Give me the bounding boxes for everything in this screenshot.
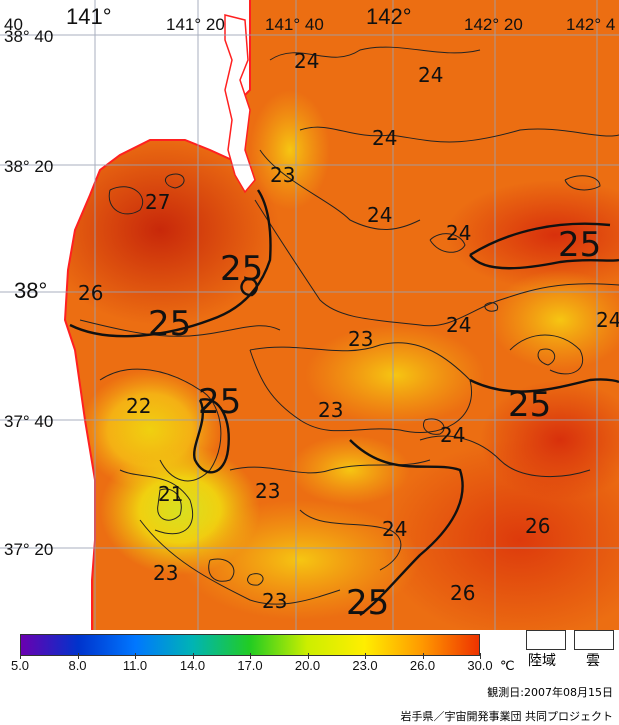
lon-label: 142° 4 [566, 15, 615, 34]
contour-label: 24 [418, 63, 443, 87]
land-key-label: 陸域 [528, 653, 556, 669]
lat-label: 37° 20 [4, 540, 53, 559]
contour-label: 25 [148, 304, 191, 344]
contour-label: 27 [145, 190, 170, 214]
colorbar-tick-label: 30.0 [467, 658, 493, 673]
land-mainland [0, 0, 250, 630]
colorbar-tick [365, 653, 366, 659]
contour-label: 25 [508, 385, 551, 425]
contour-label: 25 [346, 583, 389, 623]
colorbar-tick [422, 653, 424, 659]
land-key-swatch [526, 630, 566, 650]
colorbar-tick-label: 17.0 [237, 658, 263, 673]
lon-label: 142° 20 [464, 15, 523, 34]
colorbar-tick [307, 653, 309, 659]
colorbar-tick-label: 8.0 [68, 658, 87, 673]
contour-label: 23 [348, 327, 373, 351]
colorbar-tick [77, 653, 79, 659]
colorbar-tick [135, 653, 136, 659]
contour-label: 24 [446, 221, 471, 245]
contour-labels: 24 24 24 23 24 27 24 25 25 26 25 24 23 2… [78, 49, 619, 623]
contour-label: 24 [440, 423, 465, 447]
contour-label: 26 [525, 514, 550, 538]
corner-label: 40 [4, 15, 23, 34]
credit-text: 岩手県／宇宙開発事業団 共同プロジェクト [400, 710, 614, 723]
lat-label: 37° 40 [4, 412, 53, 431]
colorbar-tick-label: 20.0 [294, 658, 321, 673]
contour-label: 25 [198, 382, 241, 422]
isotherm-25-contours [69, 189, 619, 616]
colorbar-tick [480, 653, 481, 659]
sea-surface-temperature-map: 24 24 24 23 24 27 24 25 25 26 25 24 23 2… [0, 0, 619, 630]
contour-label: 24 [372, 126, 397, 150]
contour-label: 22 [126, 394, 151, 418]
cloud-key-label: 雲 [586, 653, 600, 669]
contour-label: 26 [78, 281, 103, 305]
contour-label: 23 [318, 398, 343, 422]
contour-label: 24 [382, 517, 407, 541]
lon-label: 141° 20 [166, 15, 225, 34]
contour-label: 24 [446, 313, 471, 337]
lat-label: 38° 40 [4, 27, 53, 46]
colorbar-tick [192, 653, 194, 659]
contour-label: 25 [220, 249, 263, 289]
contour-label: 21 [158, 482, 183, 506]
colorbar-tick [250, 653, 251, 659]
graticule [0, 0, 619, 630]
lon-label: 142° [366, 4, 412, 29]
isotherm-contours [79, 46, 619, 605]
lat-label: 38° 20 [4, 157, 53, 176]
contour-label: 23 [153, 561, 178, 585]
colorbar-tick [20, 653, 21, 659]
colorbar-tick-label: 14.0 [179, 658, 206, 673]
contour-label: 24 [596, 308, 619, 332]
cloud-key-swatch [574, 630, 614, 650]
contour-label: 23 [255, 479, 280, 503]
coordinate-labels: 40 141° 141° 20 141° 40 142° 142° 20 142… [4, 4, 615, 559]
contour-label: 23 [262, 589, 287, 613]
contour-label: 26 [450, 581, 475, 605]
legend: 5.0 8.0 11.0 14.0 17.0 20.0 23.0 26.0 30.0 ℃ 陸域 … [0, 630, 619, 725]
observation-date: 観測日:2007年08月15日 [487, 686, 613, 699]
colorbar-tick-label: 5.0 [10, 658, 30, 673]
lon-label: 141° 40 [265, 15, 324, 34]
contour-label: 23 [270, 163, 295, 187]
lon-label: 141° [66, 4, 112, 29]
colorbar-tick-label: 11.0 [122, 658, 148, 673]
unit-label: ℃ [500, 658, 515, 673]
contour-label: 24 [367, 203, 392, 227]
colorbar-tick-label: 26.0 [409, 658, 436, 673]
contour-label: 24 [294, 49, 319, 73]
colorbar-tick-label: 23.0 [352, 658, 378, 673]
temperature-field [40, 90, 619, 630]
lat-label: 38° [14, 278, 47, 303]
land-peninsula [224, 14, 256, 194]
contour-label: 25 [558, 225, 601, 265]
